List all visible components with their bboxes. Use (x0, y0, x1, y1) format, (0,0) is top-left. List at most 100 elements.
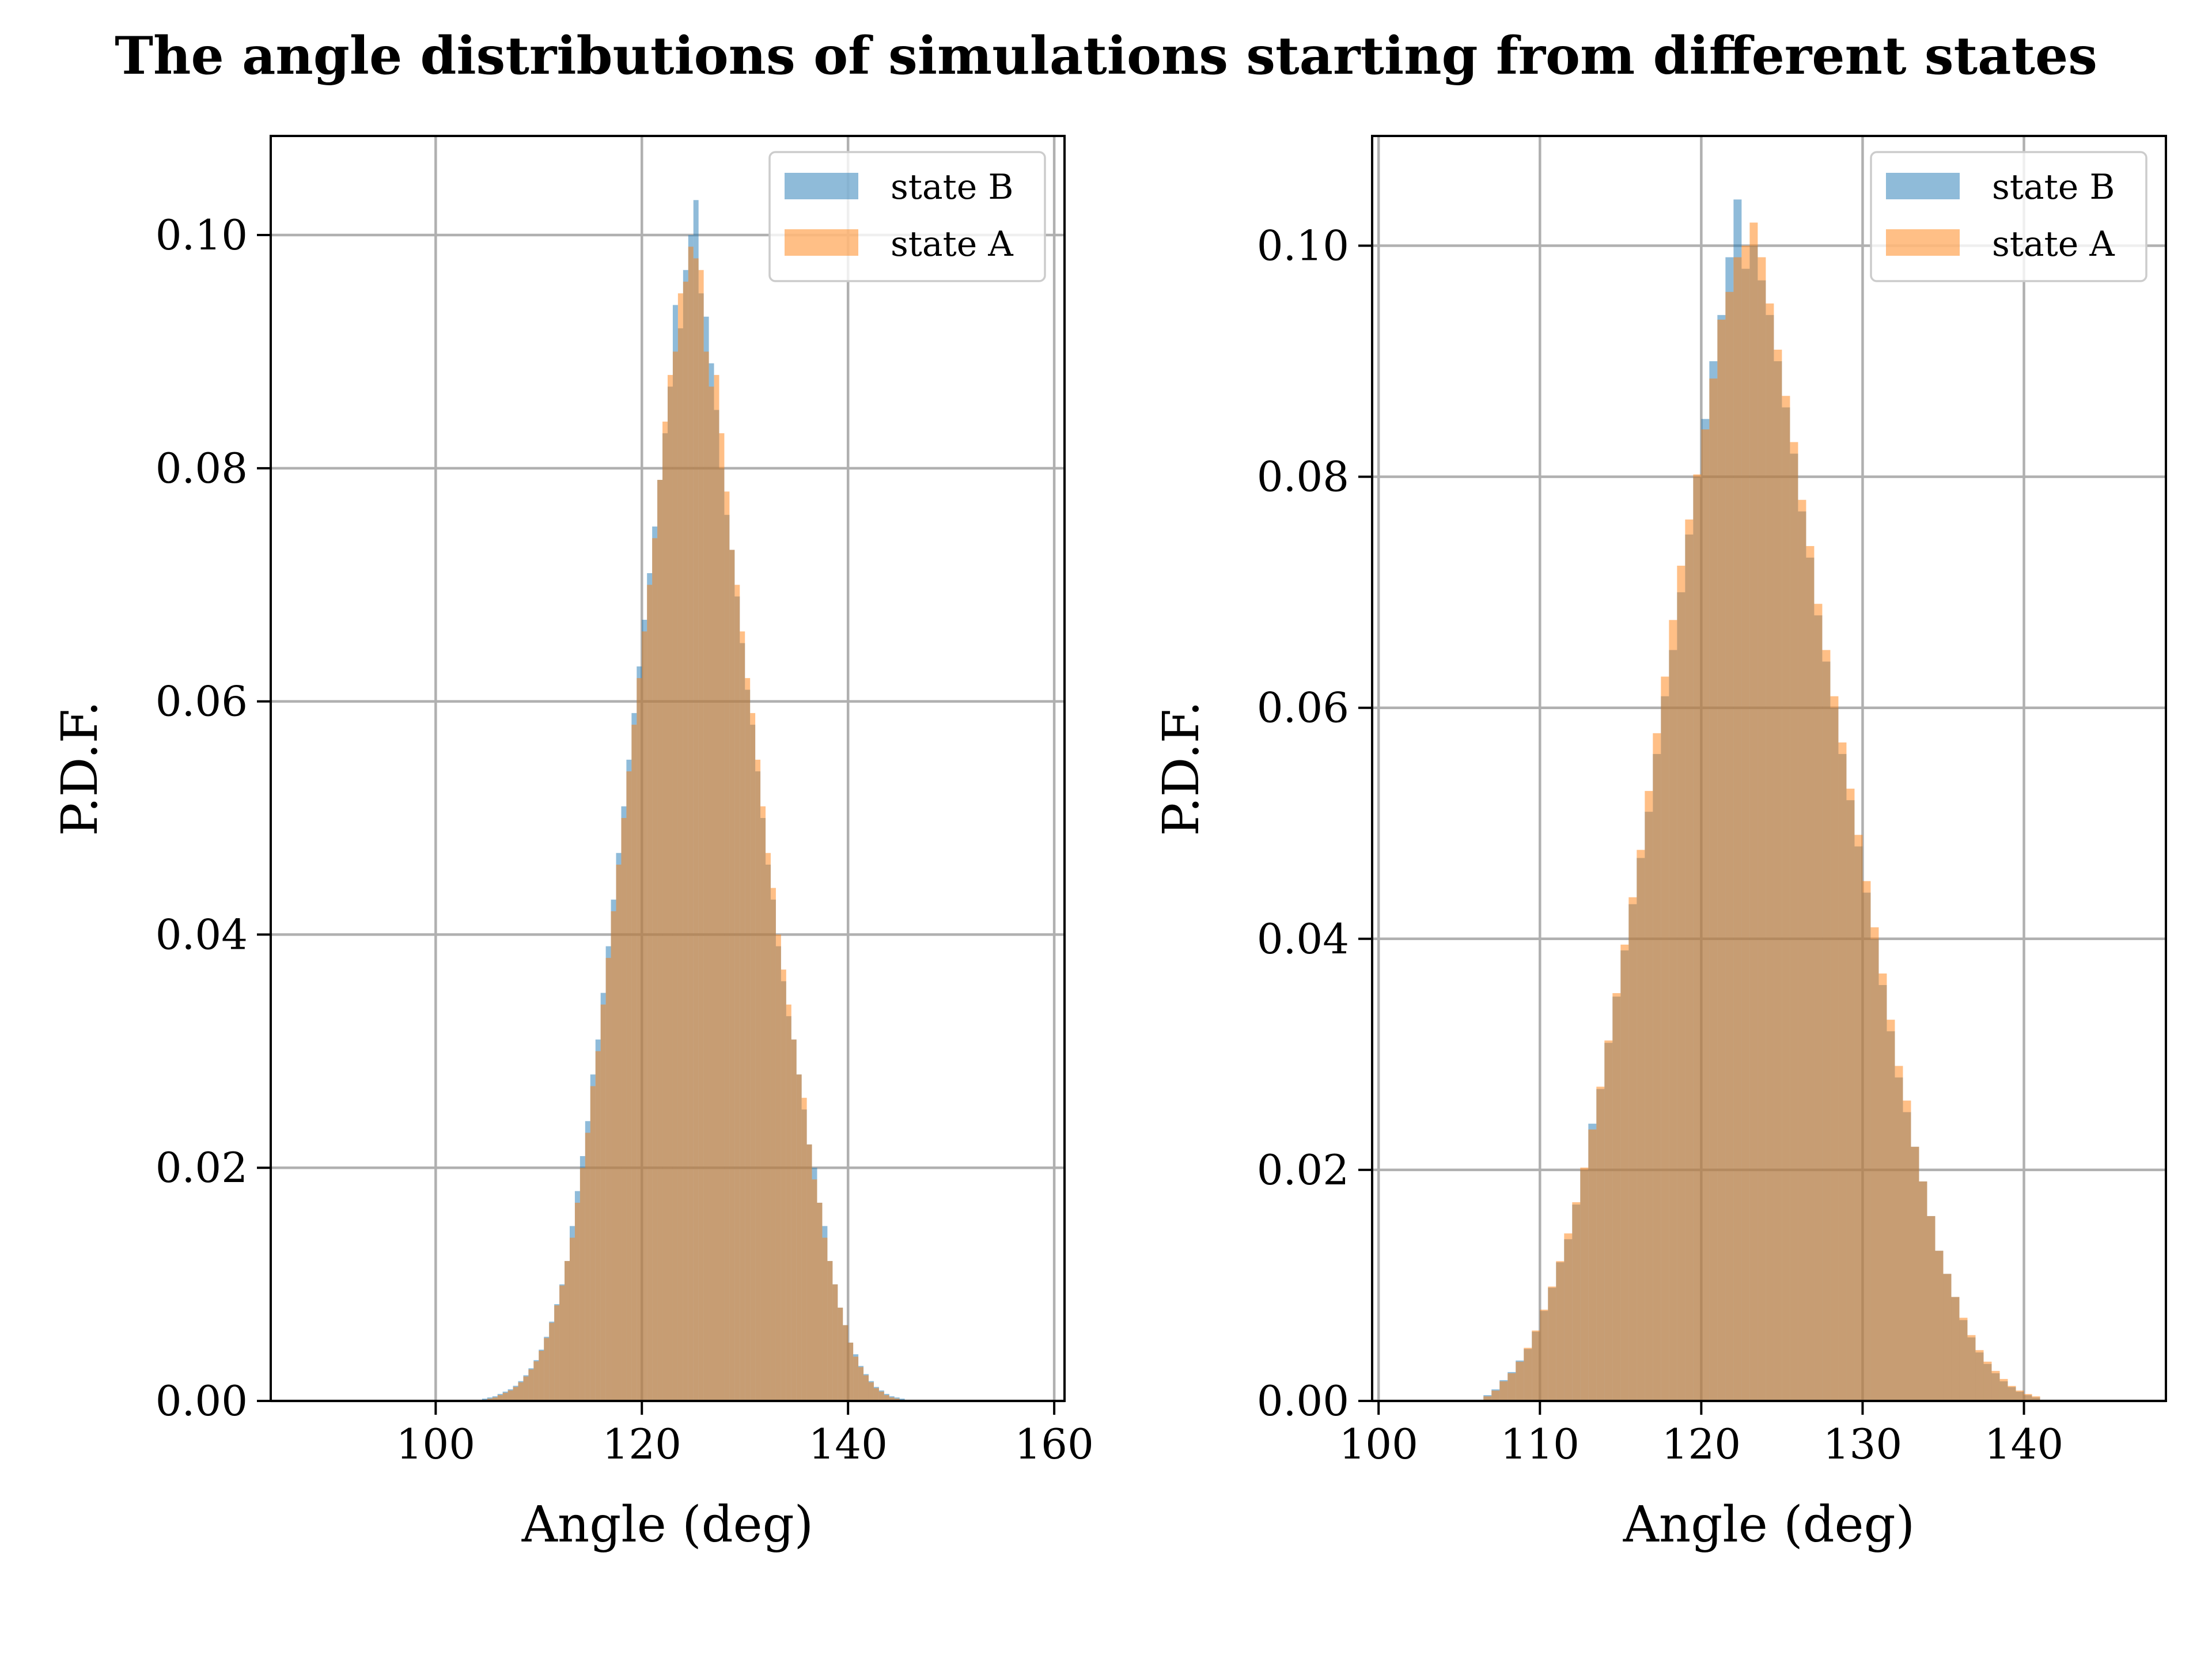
right-y-tick-label: 0.00 (1257, 1377, 1349, 1425)
right-state-a-bar (1709, 378, 1718, 1402)
left-y-tick-label: 0.04 (156, 910, 248, 959)
right-legend-swatch-state-a (1886, 229, 1960, 256)
right-state-a-bar (1540, 1309, 1548, 1401)
right-state-a-bar (1782, 396, 1790, 1401)
right-x-tick-label: 120 (1662, 1420, 1741, 1468)
right-state-a-bar (1548, 1286, 1556, 1401)
right-state-a-bar (1959, 1317, 1968, 1401)
left-state-a-bar (631, 725, 637, 1401)
right-state-a-bar (1854, 835, 1863, 1401)
right-state-a-bar (1798, 499, 1806, 1401)
left-state-a-bar (600, 1004, 606, 1401)
left-state-a-bar (750, 713, 756, 1401)
left-panel: 100 120 140 160 0.00 0.02 0.04 0.06 0.08 0.10 Ang… (51, 135, 1094, 1554)
right-state-a-bar (1685, 519, 1694, 1402)
left-state-a-bar (539, 1350, 544, 1401)
right-state-a-bar (1701, 429, 1710, 1401)
left-legend-label-state-b: state B (891, 167, 1013, 207)
left-state-a-bar (533, 1361, 539, 1401)
left-state-a-bar (894, 1398, 900, 1401)
left-state-a-bar (889, 1397, 895, 1401)
right-state-a-bar (1483, 1396, 1492, 1401)
left-state-a-bar (565, 1261, 570, 1401)
left-state-a-bar (714, 374, 719, 1402)
right-state-a-bar (1508, 1373, 1516, 1401)
right-state-a-bar (1838, 742, 1847, 1401)
right-panel: 100 110 120 130 1400.000.020.040.060.080.10 … (1153, 135, 2167, 1554)
left-state-a-bar (873, 1388, 879, 1401)
left-state-a-bar (832, 1284, 838, 1401)
right-state-a-bar (1878, 973, 1887, 1401)
left-state-a-bar (595, 1051, 601, 1401)
right-state-a-bar (1967, 1335, 1976, 1401)
right-state-a-bar (1895, 1066, 1903, 1401)
left-state-a-bar (518, 1382, 524, 1401)
left-state-a-bar (621, 818, 627, 1401)
right-y-tick-label: 0.02 (1257, 1146, 1349, 1194)
left-state-a-bar (637, 678, 642, 1401)
left-state-a-bar (574, 1202, 580, 1401)
left-state-a-bar (590, 1086, 596, 1401)
left-state-a-bar (569, 1237, 575, 1401)
right-state-a-bar (1919, 1181, 1927, 1401)
right-state-a-bar (2032, 1396, 2040, 1401)
right-state-a-bar (1766, 303, 1774, 1402)
right-state-a-bar (1637, 850, 1645, 1401)
right-state-a-bar (1846, 789, 1855, 1401)
right-state-a-bar (1733, 257, 1742, 1402)
right-state-a-bar (1935, 1251, 1944, 1401)
right-state-a-bar (1983, 1361, 1992, 1401)
left-x-tick-label: 140 (808, 1420, 887, 1468)
right-state-a-bar (1596, 1086, 1605, 1401)
right-state-a-bar (1725, 291, 1734, 1401)
left-state-a-bar (549, 1323, 555, 1401)
left-y-tick-label: 0.02 (156, 1143, 248, 1192)
right-state-a-bar (1903, 1100, 1911, 1401)
left-state-a-bar (724, 491, 730, 1401)
left-legend-swatch-state-a (785, 229, 858, 256)
left-state-a-bar (579, 1168, 585, 1401)
right-state-a-bar (1951, 1297, 1960, 1401)
left-state-a-bar (766, 853, 771, 1401)
right-state-a-bar (1516, 1361, 1524, 1401)
left-state-a-bar (801, 1097, 807, 1401)
left-state-a-bar (528, 1369, 534, 1401)
left-state-a-bar (492, 1397, 498, 1401)
right-state-a-bar (1556, 1261, 1565, 1401)
left-state-a-bar (642, 631, 647, 1401)
left-state-a-bar (709, 387, 714, 1401)
left-state-a-bar (585, 1132, 590, 1401)
right-state-a-bar (1661, 676, 1669, 1401)
left-state-a-bar (755, 759, 761, 1401)
right-state-a-bar (1862, 881, 1871, 1401)
right-legend-swatch-state-b (1886, 173, 1960, 199)
left-state-a-bar (817, 1202, 823, 1401)
right-state-a-bar (2024, 1393, 2032, 1401)
left-state-a-bar (513, 1387, 518, 1401)
right-state-a-bar (1927, 1216, 1936, 1401)
left-state-a-bar (497, 1395, 503, 1401)
right-state-a-bar (1830, 696, 1839, 1401)
right-state-a-bar (1532, 1330, 1540, 1401)
right-state-a-bar (1580, 1167, 1589, 1401)
left-state-a-bar (858, 1367, 864, 1401)
left-state-a-bar (668, 374, 673, 1402)
right-state-a-bar (1612, 993, 1621, 1401)
right-ticks: 100 110 120 130 140 0.00 0.02 0.04 0.06 0.08 0.10 (1257, 222, 2064, 1468)
left-state-a-bar (719, 433, 725, 1401)
right-state-a-bar (2008, 1385, 2016, 1401)
left-y-tick-label: 0.06 (156, 677, 248, 726)
right-state-a-bar (1677, 566, 1685, 1401)
left-state-a-bar (775, 934, 781, 1401)
left-state-a-bar (657, 480, 663, 1402)
left-state-a-bar (878, 1391, 884, 1401)
left-state-a-bar (605, 957, 611, 1401)
right-state-a-bar (1975, 1350, 1984, 1401)
left-state-a-bar (734, 585, 740, 1401)
right-y-axis-label: P.D.F. (1153, 701, 1210, 836)
left-state-a-bar (559, 1285, 565, 1401)
right-state-a-bar (1572, 1202, 1581, 1401)
left-state-a-bar (796, 1074, 802, 1401)
right-state-a-bar (1741, 245, 1750, 1402)
